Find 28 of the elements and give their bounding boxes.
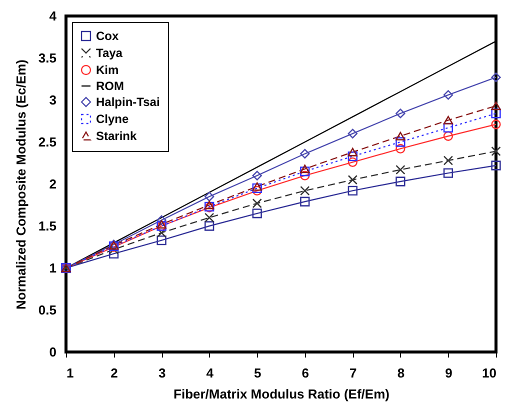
y-tick-label: 0 (49, 344, 56, 360)
y-axis-title: Normalized Composite Modulus (Ec/Em) (13, 60, 28, 310)
legend-label: Taya (96, 46, 123, 60)
legend-label: ROM (96, 79, 124, 93)
y-tick-label: 0.5 (38, 302, 56, 318)
y-tick-label: 4 (49, 8, 58, 24)
y-tick-label: 2.5 (38, 134, 56, 150)
x-tick-label: 4 (206, 366, 214, 380)
x-tick-label: 6 (302, 366, 310, 380)
x-tick-label: 10 (482, 366, 496, 380)
x-tick-label: 9 (445, 366, 452, 380)
y-tick-label: 3 (49, 92, 56, 108)
y-tick-label: 1 (49, 260, 56, 276)
y-tick-label: 1.5 (38, 218, 56, 234)
legend-label: Halpin-Tsai (96, 95, 160, 109)
x-tick-label: 3 (158, 366, 166, 380)
x-axis-title: Fiber/Matrix Modulus Ratio (Ef/Em) (174, 386, 390, 402)
legend-label: Kim (96, 63, 119, 77)
y-tick-label: 2 (49, 176, 56, 192)
x-tick-label: 1 (66, 366, 74, 380)
x-tick-label: 5 (254, 366, 262, 380)
legend-label: Cox (96, 29, 119, 43)
legend-label: Starink (96, 129, 138, 143)
y-tick-label: 3.5 (38, 50, 56, 66)
legend-label: Clyne (96, 112, 130, 126)
x-tick-label: 7 (350, 366, 357, 380)
x-tick-label: 8 (397, 366, 405, 380)
x-tick-label: 2 (110, 366, 118, 380)
